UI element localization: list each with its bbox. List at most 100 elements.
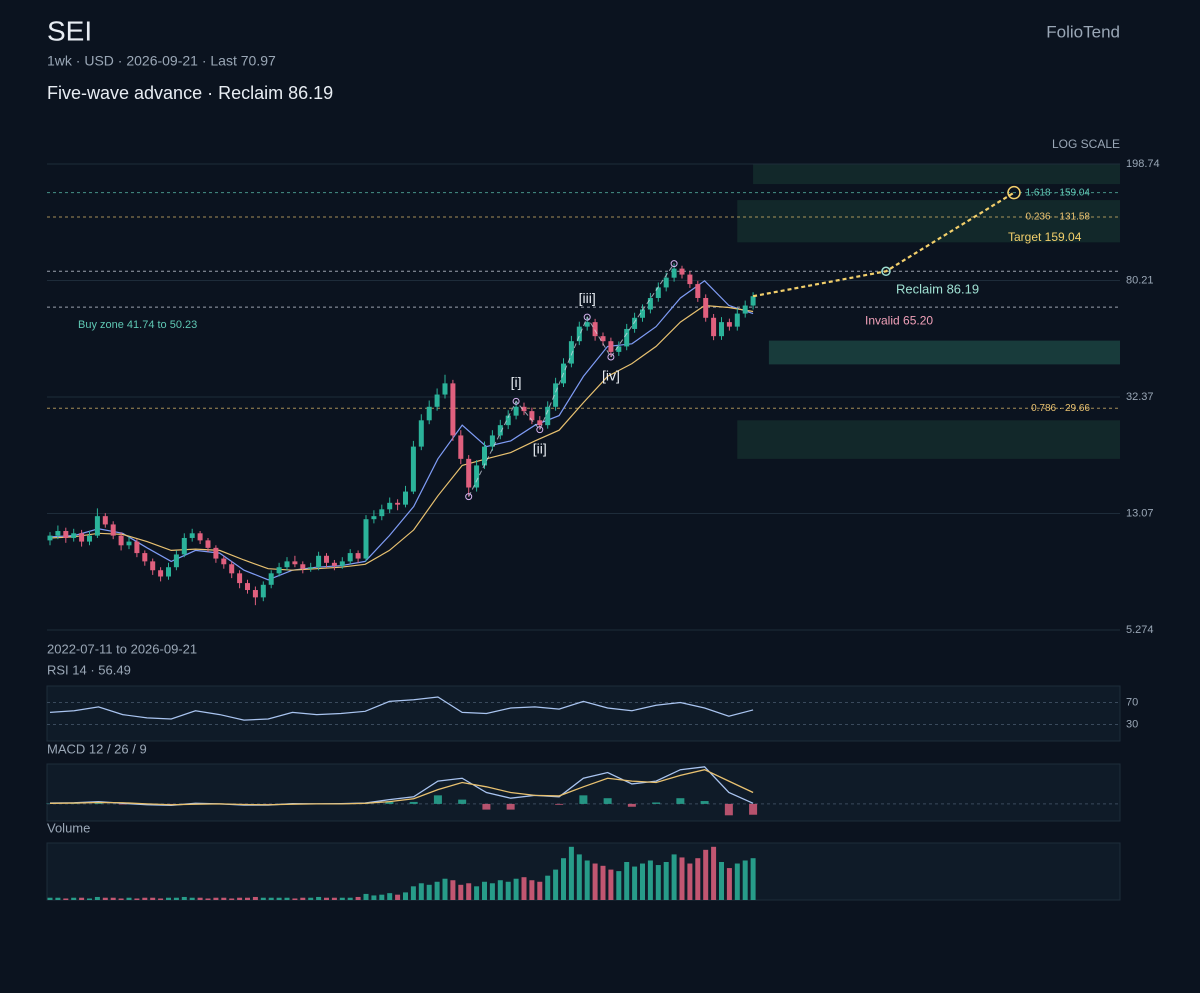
volume-bar xyxy=(268,897,274,900)
candle-body xyxy=(410,446,416,492)
wave-point xyxy=(583,313,591,321)
candle-body xyxy=(197,533,203,541)
volume-bar xyxy=(189,897,195,900)
rsi-line xyxy=(49,696,754,721)
volume-bar xyxy=(63,898,69,900)
candle-body xyxy=(363,519,369,559)
candle-body xyxy=(395,502,401,505)
candle-body xyxy=(584,322,590,327)
candle-body xyxy=(632,317,638,329)
candle-body xyxy=(308,567,314,569)
candle-body xyxy=(300,564,306,569)
candle-body xyxy=(110,524,116,536)
candle-body xyxy=(260,584,266,598)
macd-hist xyxy=(555,803,564,805)
volume-bar xyxy=(576,854,582,900)
macd-hist xyxy=(94,803,103,804)
candle-body xyxy=(616,346,622,352)
zone xyxy=(753,164,1120,185)
volume-bar xyxy=(395,894,401,900)
volume-bar xyxy=(418,883,424,900)
volume-bar xyxy=(497,880,503,900)
volume-bar xyxy=(102,897,108,900)
volume-bar xyxy=(245,897,250,900)
volume-bar xyxy=(292,898,298,900)
volume-bar xyxy=(126,897,132,900)
volume-bar xyxy=(442,878,448,900)
volume-bar xyxy=(150,897,156,900)
level-label: 0.786 · 29.66 xyxy=(1031,403,1090,414)
volume-bar xyxy=(513,878,519,900)
volume-bar xyxy=(505,881,511,900)
candle-body xyxy=(647,297,653,310)
candle-body xyxy=(640,309,645,318)
volume-bar xyxy=(647,860,653,900)
volume-bar xyxy=(355,896,361,900)
candle-body xyxy=(426,406,432,421)
volume-bar xyxy=(47,897,53,900)
candle-body xyxy=(608,341,614,352)
volume-bar xyxy=(181,896,187,900)
rsi-title: RSI 14 · 56.49 xyxy=(47,662,131,677)
candle-body xyxy=(600,336,606,342)
candle-body xyxy=(118,535,124,546)
candle-body xyxy=(497,425,503,436)
macd-hist xyxy=(433,795,442,804)
volume-bar xyxy=(237,897,243,900)
wave-label: [iii] xyxy=(579,290,596,306)
volume-bar xyxy=(679,857,685,900)
volume-bar xyxy=(482,881,487,900)
level-label: 1.618 · 159.04 xyxy=(1026,187,1091,198)
candle-body xyxy=(474,465,480,488)
candle-body xyxy=(537,420,543,426)
candle-body xyxy=(450,383,456,436)
candle-body xyxy=(284,561,290,568)
volume-bar xyxy=(110,897,116,900)
y-tick-label: 198.74 xyxy=(1126,158,1160,170)
candle-body xyxy=(87,535,92,542)
wave-point xyxy=(536,426,544,434)
candle-body xyxy=(418,420,424,447)
volume-bar xyxy=(561,858,566,900)
candle-body xyxy=(63,531,69,538)
candle-body xyxy=(55,531,61,536)
wave-point xyxy=(465,493,473,501)
candle-body xyxy=(316,555,322,568)
macd-hist xyxy=(749,803,758,815)
volume-bar xyxy=(450,880,456,900)
rsi-tick-label: 70 xyxy=(1126,696,1138,708)
candle-body xyxy=(513,406,519,416)
macd-hist xyxy=(700,801,709,804)
candle-body xyxy=(742,305,748,314)
candle-body xyxy=(166,567,171,577)
candle-body xyxy=(71,533,77,538)
candle-body xyxy=(268,573,274,585)
volume-bar xyxy=(474,886,480,900)
symbol: SEI xyxy=(47,15,92,46)
y-tick-label: 32.37 xyxy=(1126,391,1154,403)
macd-hist xyxy=(652,802,661,804)
rsi-panel xyxy=(46,685,1121,742)
candle-body xyxy=(489,435,495,447)
volume-bar xyxy=(347,897,353,900)
candle-body xyxy=(189,533,195,538)
volume-bar xyxy=(94,896,100,900)
macd-hist xyxy=(627,803,636,807)
candle-body xyxy=(126,541,132,546)
candle-body xyxy=(403,491,408,505)
zone xyxy=(768,340,1120,365)
macd-hist xyxy=(458,799,467,804)
candle-body xyxy=(679,268,685,275)
volume-bar xyxy=(324,897,329,900)
volume-bar xyxy=(260,897,266,900)
candle-body xyxy=(505,415,511,426)
volume-bar xyxy=(308,897,314,900)
candle-body xyxy=(703,297,709,318)
candle-body xyxy=(568,341,574,364)
candle-body xyxy=(521,406,527,412)
macd-hist xyxy=(482,803,491,810)
macd-hist xyxy=(603,798,612,804)
brand: FolioTend xyxy=(1046,22,1120,41)
volume-bar xyxy=(363,893,369,900)
volume-bar xyxy=(142,897,148,900)
